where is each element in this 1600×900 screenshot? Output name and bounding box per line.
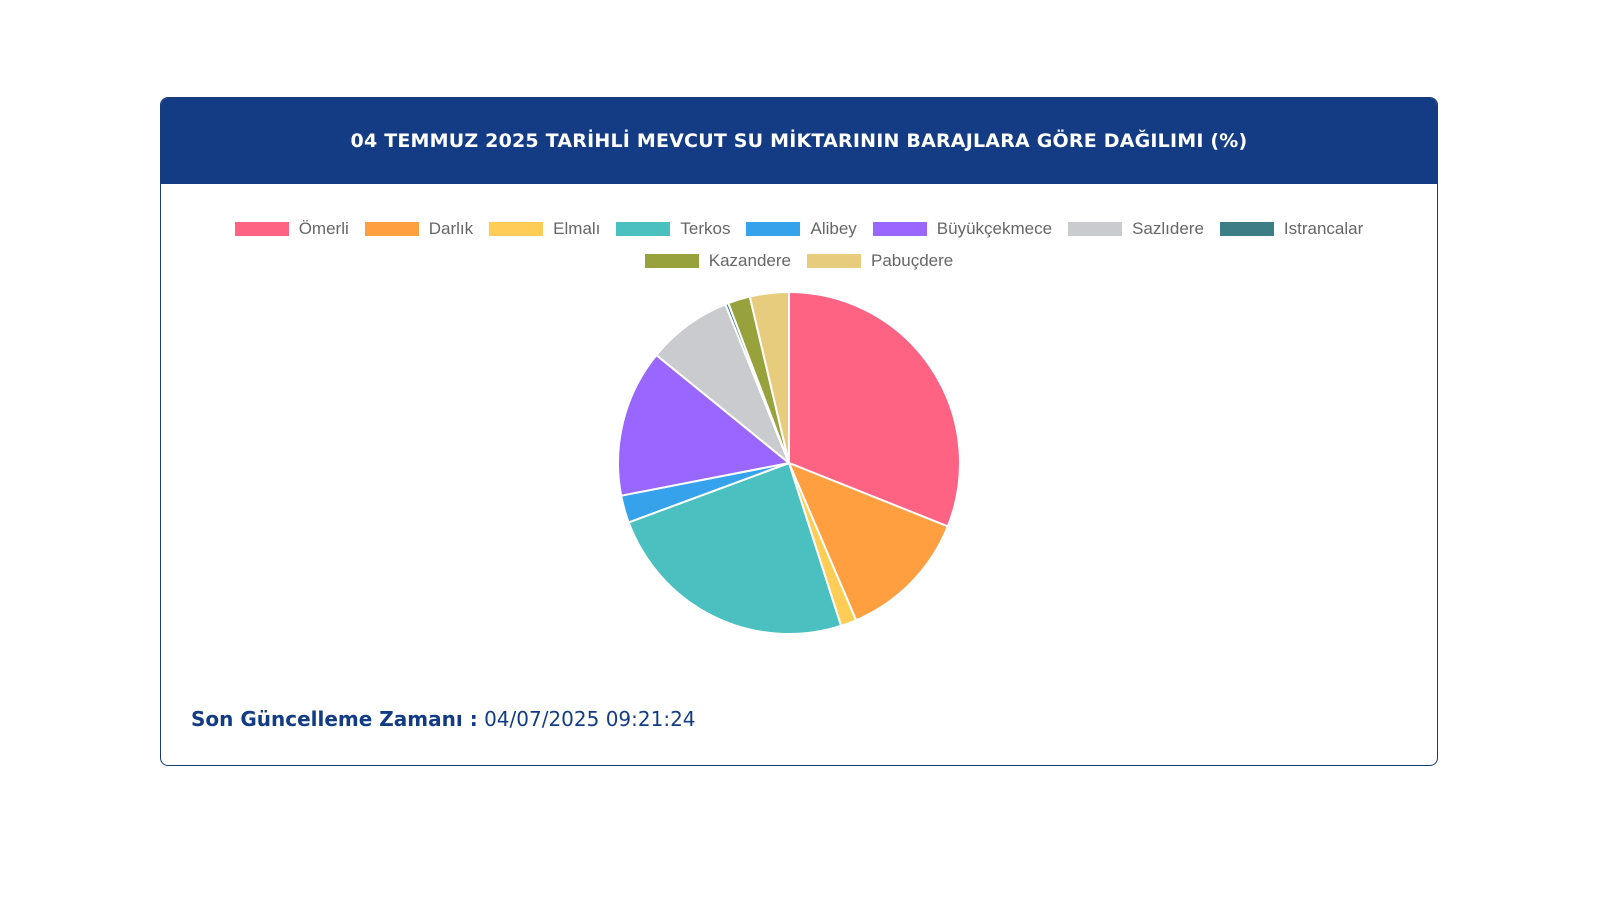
legend-item[interactable]: Darlık [364,218,474,240]
legend-label: Alibey [810,219,857,238]
chart-legend: Ömerli Darlık Elmalı Terkos Alibey Büyükçekme… [161,218,1437,272]
pie-chart [617,290,961,635]
legend-label: Kazandere [708,251,791,270]
legend-swatch [489,222,544,236]
legend-item[interactable]: Istrancalar [1219,218,1364,240]
chart-title: 04 TEMMUZ 2025 TARİHLİ MEVCUT SU MİKTARI… [350,130,1248,152]
legend-label: Terkos [680,219,731,238]
legend-label: Elmalı [553,219,601,238]
pie-slice-ömerli[interactable] [788,290,961,528]
legend-item[interactable]: Elmalı [489,218,600,240]
chart-card: 04 TEMMUZ 2025 TARİHLİ MEVCUT SU MİKTARI… [160,97,1438,766]
pie-slice-büyükçekmece[interactable] [617,353,792,497]
legend-item[interactable]: Terkos [616,218,730,240]
legend-item[interactable]: Pabuçdere [807,250,953,272]
legend-label: Büyükçekmece [936,219,1053,238]
last-update-label: Son Güncelleme Zamanı : [191,707,478,731]
legend-label: Darlık [428,219,474,238]
legend-swatch [807,254,861,268]
legend-label: Ömerli [298,219,349,238]
legend-swatch [872,222,927,236]
legend-label: Istrancalar [1283,219,1364,238]
legend-item[interactable]: Kazandere [644,250,791,272]
legend-item[interactable]: Alibey [746,218,857,240]
legend-item[interactable]: Büyükçekmece [872,218,1053,240]
pie-slice-darlık[interactable] [787,461,950,622]
legend-swatch [364,222,419,236]
legend-label: Sazlıdere [1132,219,1204,238]
pie-chart-container [616,290,962,641]
card-header: 04 TEMMUZ 2025 TARİHLİ MEVCUT SU MİKTARI… [161,98,1437,184]
legend-swatch [234,222,289,236]
legend-item[interactable]: Ömerli [234,218,349,240]
legend-item[interactable]: Sazlıdere [1068,218,1204,240]
last-update: Son Güncelleme Zamanı : 04/07/2025 09:21… [191,707,696,731]
legend-swatch [1219,222,1274,236]
legend-swatch [1068,222,1123,236]
pie-slice-pabuçdere[interactable] [748,290,790,464]
legend-swatch [644,254,699,268]
last-update-value: 04/07/2025 09:21:24 [484,707,696,731]
pie-slice-terkos[interactable] [627,461,843,635]
legend-swatch [616,222,671,236]
legend-label: Pabuçdere [871,251,954,270]
legend-swatch [746,222,801,236]
